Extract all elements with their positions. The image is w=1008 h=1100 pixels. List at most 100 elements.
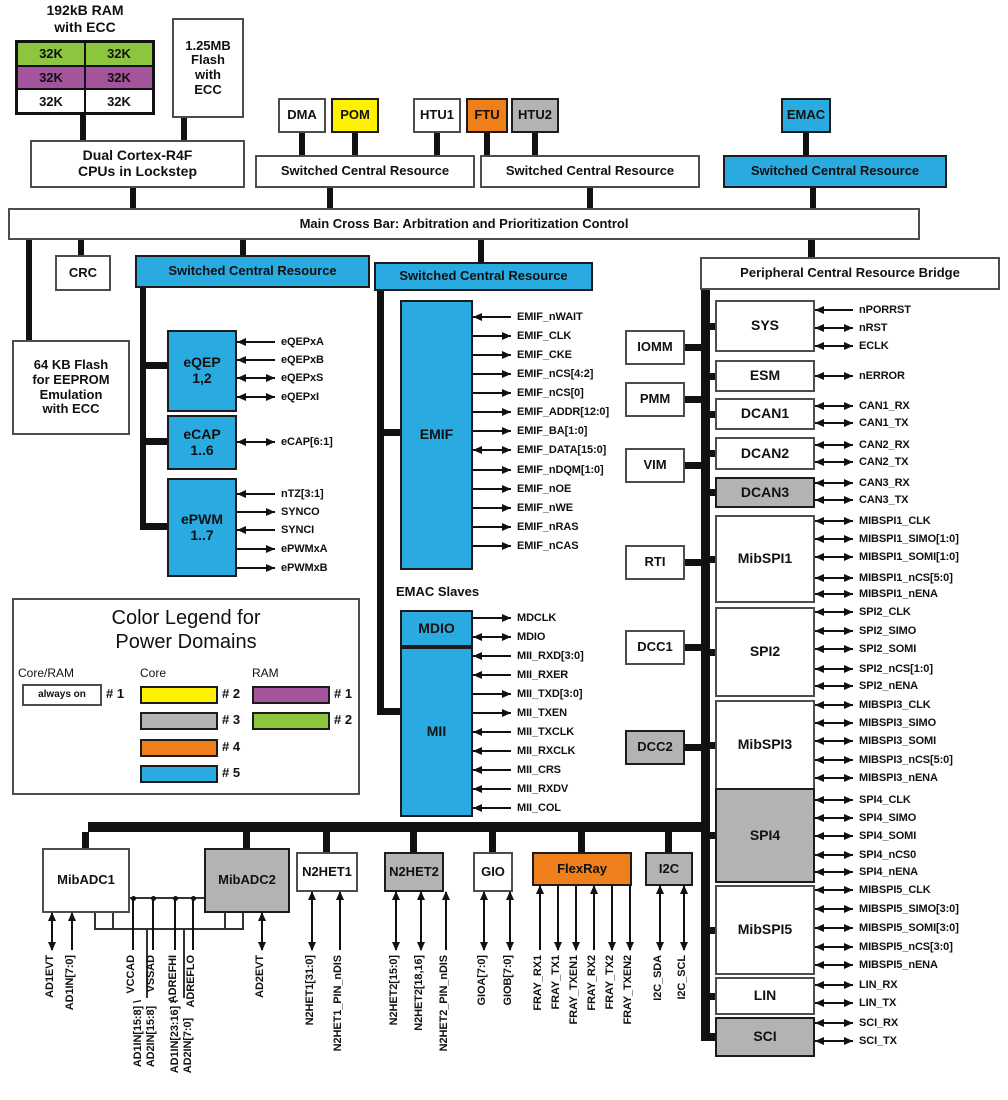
block-pmm: PMM (625, 382, 685, 417)
signal-wire-can3-rx (815, 482, 853, 484)
signal-label-emif-addr-12-0: EMIF_ADDR[12:0] (517, 406, 610, 418)
signal-label-mii-rxclk: MII_RXCLK (517, 745, 576, 757)
signal-wire-ad2evt (261, 913, 263, 950)
block-mibadc2: MibADC2 (204, 848, 290, 913)
block-legend-swatch-purple (252, 686, 330, 704)
arrowhead-right (844, 496, 853, 504)
block-crc: CRC (55, 255, 111, 291)
bus-line (685, 344, 703, 351)
arrowhead-up (590, 885, 598, 894)
signal-label-mibspi1-nena: MIBSPI1_nENA (859, 588, 938, 600)
arrowhead-right (266, 393, 275, 401)
signal-label-emif-ncs-0: EMIF_nCS[0] (517, 387, 584, 399)
arrowhead-down (572, 942, 580, 951)
bus-line (299, 133, 305, 155)
arrowhead-right (502, 446, 511, 454)
signal-label-lin-tx: LIN_TX (859, 997, 897, 1009)
arrowhead-right (844, 981, 853, 989)
block-spi4: SPI4 (715, 788, 815, 883)
arrowhead-left (815, 517, 824, 525)
signal-wire-emif-nras (473, 526, 511, 528)
text-legend-col-core-ram: Core/RAM (18, 666, 75, 680)
bus-line (703, 450, 715, 457)
signal-label-spi2-ncs-1-0: SPI2_nCS[1:0] (859, 663, 933, 675)
signal-label-mii-rxer: MII_RXER (517, 669, 569, 681)
signal-wire-emif-ncs-4-2 (473, 373, 511, 375)
signal-label-adrefhi: ADREFHI (167, 955, 179, 1004)
signal-wire-nrst (815, 327, 853, 329)
arrowhead-up (417, 891, 425, 900)
bus-line (384, 429, 400, 436)
signal-label-nrst: nRST (859, 322, 888, 334)
signal-label-mibspi1-simo-1-0: MIBSPI1_SIMO[1:0] (859, 533, 959, 545)
arrowhead-down (480, 942, 488, 951)
block-ecap: eCAP 1..6 (167, 415, 237, 470)
block-mibspi5: MibSPI5 (715, 885, 815, 975)
bus-line (323, 832, 330, 852)
bus-line (665, 832, 672, 852)
arrowhead-left (815, 774, 824, 782)
bus-line (703, 323, 715, 330)
signal-label-mibspi5-somi-3-0: MIBSPI5_SOMI[3:0] (859, 922, 959, 934)
bus-line (703, 993, 715, 1000)
signal-label-spi2-simo: SPI2_SIMO (859, 625, 917, 637)
arrowhead-down (506, 942, 514, 951)
block-eqep: eQEP 1,2 (167, 330, 237, 412)
signal-wire-ad1evt (51, 913, 53, 950)
signal-wire-spi2-ncs-1-0 (815, 668, 853, 670)
arrowhead-right (844, 999, 853, 1007)
signal-label-emif-nwait: EMIF_nWAIT (517, 311, 583, 323)
block-scr-left: Switched Central Resource (135, 255, 370, 288)
signal-wire-mdclk (473, 617, 511, 619)
signal-label-spi4-nena: SPI4_nENA (859, 866, 919, 878)
arrowhead-left (815, 756, 824, 764)
signal-label-sci-tx: SCI_TX (859, 1035, 897, 1047)
signal-wire-emif-addr-12-0 (473, 411, 511, 413)
arrowhead-up (392, 891, 400, 900)
signal-wire-n2het2-15-0 (395, 892, 397, 950)
text-legend-num-4: # 3 (222, 712, 241, 727)
signal-wire-emif-noe (473, 488, 511, 490)
wire-line (112, 913, 114, 929)
bus-line (701, 290, 710, 1041)
block-mibspi3: MibSPI3 (715, 700, 815, 790)
signal-label-spi4-somi: SPI4_SOMI (859, 830, 917, 842)
bus-line (240, 240, 246, 255)
signal-label-n2het2-pin-ndis: N2HET2_PIN_nDIS (438, 955, 450, 1052)
block-legend-swatch-blue (140, 765, 218, 783)
block-main-crossbar: Main Cross Bar: Arbitration and Prioriti… (8, 208, 920, 240)
signal-wire-mibspi3-clk (815, 704, 853, 706)
signal-label-can2-tx: CAN2_TX (859, 456, 909, 468)
block-n2het1: N2HET1 (296, 852, 358, 892)
junction-dot (131, 896, 136, 901)
signal-wire-emif-nwe (473, 507, 511, 509)
signal-label-spi4-ncs0: SPI4_nCS0 (859, 849, 917, 861)
arrowhead-right (844, 1037, 853, 1045)
arrowhead-left (815, 886, 824, 894)
signal-label-spi2-clk: SPI2_CLK (859, 606, 911, 618)
wire-line (94, 913, 96, 929)
bus-line (685, 644, 703, 651)
block-dma: DMA (278, 98, 326, 133)
arrowhead-right (844, 737, 853, 745)
signal-wire-spi4-clk (815, 799, 853, 801)
arrowhead-left (237, 490, 246, 498)
signal-wire-can3-tx (815, 499, 853, 501)
block-htu2: HTU2 (511, 98, 559, 133)
arrowhead-right (844, 943, 853, 951)
signal-label-emif-noe: EMIF_nOE (517, 483, 572, 495)
bus-line (685, 744, 703, 751)
arrowhead-left (815, 796, 824, 804)
signal-wire-vccad (132, 899, 134, 950)
bus-line (78, 240, 84, 255)
signal-label-epwmxa: ePWMxA (281, 543, 328, 555)
arrowhead-up (506, 891, 514, 900)
signal-wire-mibspi1-ncs-5-0 (815, 577, 853, 579)
signal-label-mibspi3-clk: MIBSPI3_CLK (859, 699, 931, 711)
arrowhead-right (502, 389, 511, 397)
junction-dot (151, 896, 156, 901)
arrowhead-right (502, 542, 511, 550)
signal-label-sci-rx: SCI_RX (859, 1017, 899, 1029)
arrowhead-right (844, 479, 853, 487)
arrowhead-down (48, 942, 56, 951)
